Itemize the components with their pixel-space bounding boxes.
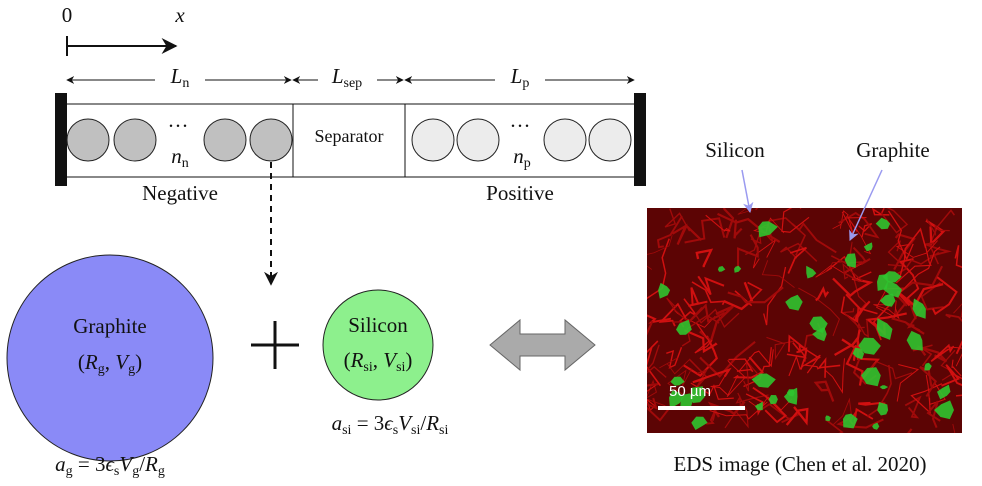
silicon-area: asi = 3ϵsVsi/Rsi — [332, 411, 449, 438]
math-subscript: si — [411, 423, 420, 438]
particle — [589, 119, 631, 161]
dots: ··· — [168, 114, 189, 138]
scale-bar-label: 50 µm — [669, 383, 711, 400]
current-collector — [634, 93, 646, 186]
math-subscript: sep — [344, 76, 363, 91]
math-subscript: si — [396, 360, 405, 375]
math-symbol: a — [55, 452, 66, 476]
silicon-pointer-label: Silicon — [705, 138, 765, 162]
length-label: Lp — [510, 64, 530, 91]
math-symbol: ) — [135, 350, 142, 374]
graphite-name: Graphite — [73, 314, 146, 338]
length-label: Lsep — [331, 64, 362, 91]
current-collector — [55, 93, 67, 186]
eds-image — [613, 176, 982, 453]
separator-label: Separator — [315, 126, 384, 146]
negative-label: Negative — [142, 181, 218, 205]
particle — [204, 119, 246, 161]
math-subscript: si — [342, 423, 351, 438]
math-symbol: ) — [405, 348, 412, 372]
math-symbol: a — [332, 411, 343, 435]
math-symbol: R — [350, 348, 364, 372]
math-symbol: R — [84, 350, 98, 374]
math-subscript: g — [98, 362, 105, 377]
double-arrow — [490, 320, 595, 370]
diagram: 0 x ··· ··· Separator Negative Positive … — [0, 0, 982, 486]
math-symbol: , — [373, 348, 384, 372]
count-label: nn — [171, 144, 189, 171]
particle — [457, 119, 499, 161]
graphite-area: ag = 3ϵsVg/Rg — [55, 452, 165, 479]
math-symbol: ( — [344, 348, 351, 372]
math-subscript: p — [524, 156, 531, 171]
math-subscript: si — [363, 360, 372, 375]
math-symbol: L — [170, 64, 183, 88]
positive-label: Positive — [486, 181, 554, 205]
math-subscript: si — [439, 423, 448, 438]
particle — [544, 119, 586, 161]
math-subscript: n — [182, 76, 189, 91]
math-symbol: R — [425, 411, 439, 435]
count-label: np — [513, 144, 531, 171]
math-subscript: n — [182, 156, 189, 171]
math-subscript: p — [522, 76, 529, 91]
pointer — [742, 170, 750, 212]
eds-texture — [800, 179, 843, 208]
math-symbol: n — [513, 144, 524, 168]
particle — [250, 119, 292, 161]
math-symbol: L — [510, 64, 523, 88]
dots: ··· — [510, 114, 531, 138]
math-symbol: L — [331, 64, 344, 88]
math-symbol: = 3 — [73, 452, 106, 476]
silicon-particle — [323, 290, 433, 400]
graphite-pointer-label: Graphite — [856, 138, 929, 162]
math-subscript: g — [158, 464, 165, 479]
length-label: Ln — [170, 64, 190, 91]
math-symbol: , — [105, 350, 116, 374]
origin-label: 0 — [62, 3, 73, 27]
page: { "axis": {"origin": "0", "variable": "x… — [0, 0, 982, 486]
math-subscript: g — [66, 464, 73, 479]
particle — [114, 119, 156, 161]
silicon-name: Silicon — [348, 313, 408, 337]
particle — [67, 119, 109, 161]
math-subscript: g — [128, 362, 135, 377]
math-subscript: g — [132, 464, 139, 479]
eds-caption: EDS image (Chen et al. 2020) — [673, 452, 926, 476]
particle — [412, 119, 454, 161]
x-label: x — [174, 3, 185, 27]
math-symbol: R — [144, 452, 158, 476]
math-symbol: ( — [78, 350, 85, 374]
math-symbol: = 3 — [351, 411, 384, 435]
math-symbol: n — [171, 144, 182, 168]
